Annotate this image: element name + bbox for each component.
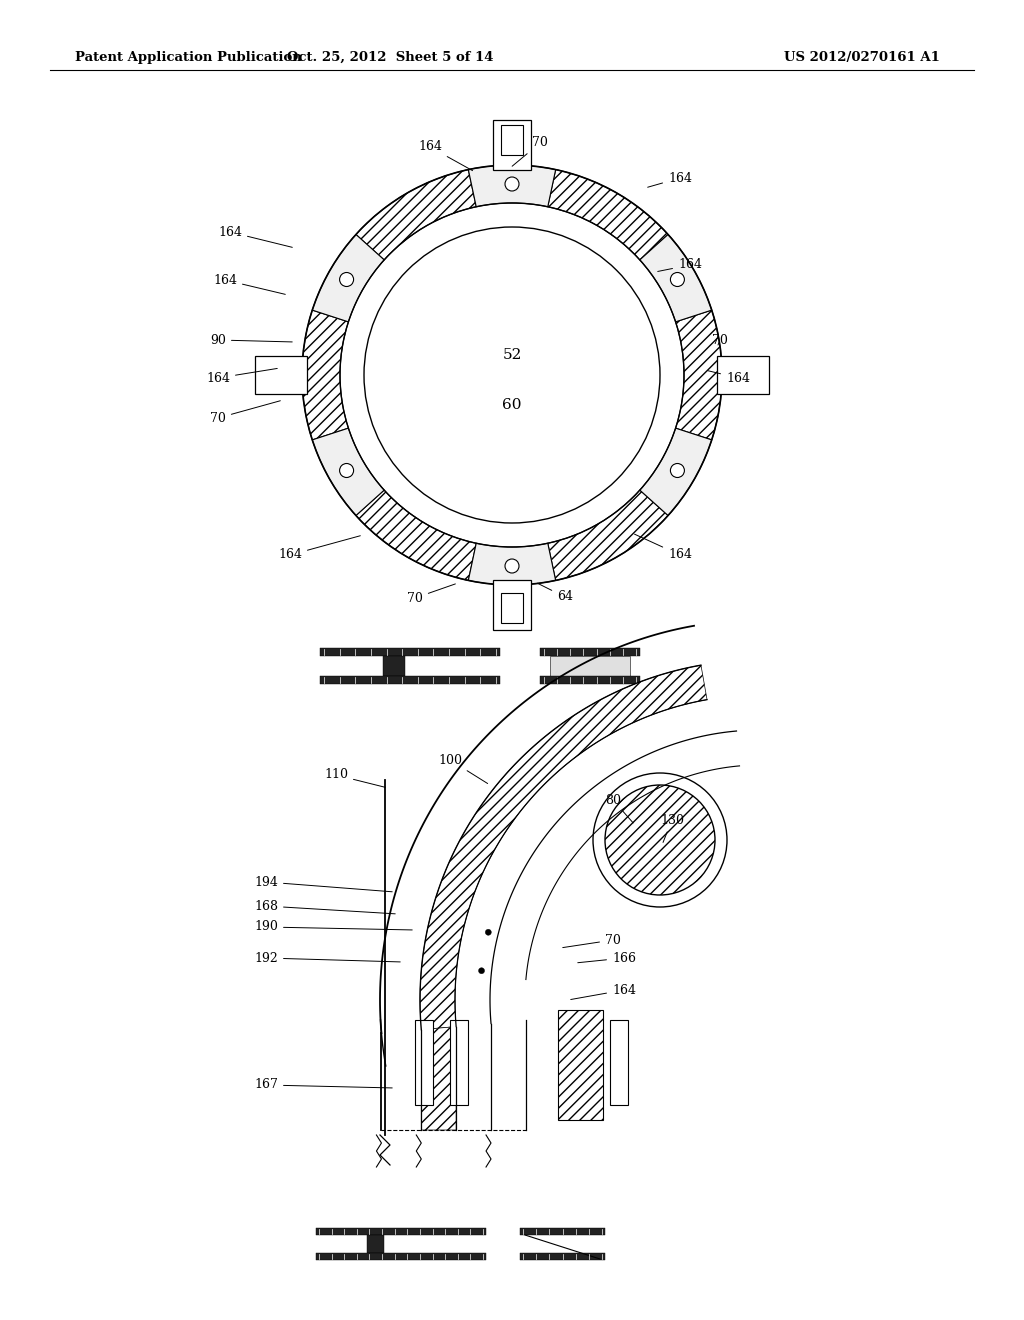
Circle shape — [505, 558, 519, 573]
Wedge shape — [468, 165, 556, 207]
Text: 164: 164 — [635, 535, 692, 561]
Circle shape — [671, 272, 684, 286]
Wedge shape — [468, 544, 556, 585]
Text: 90: 90 — [210, 334, 292, 346]
Bar — [450, 1020, 468, 1105]
Text: 100: 100 — [438, 754, 487, 784]
Bar — [501, 593, 523, 623]
Text: 110: 110 — [324, 768, 385, 787]
Text: 70: 70 — [712, 334, 728, 346]
Wedge shape — [640, 428, 712, 516]
Text: 52: 52 — [503, 348, 521, 362]
Wedge shape — [312, 428, 384, 516]
Bar — [501, 125, 523, 154]
Text: 164: 164 — [657, 259, 702, 272]
Wedge shape — [676, 310, 722, 440]
Text: 194: 194 — [254, 875, 392, 892]
Text: 164: 164 — [218, 226, 292, 247]
Bar — [540, 676, 640, 684]
Text: 60: 60 — [502, 399, 522, 412]
Circle shape — [505, 177, 519, 191]
Bar — [520, 1228, 605, 1236]
Text: 70: 70 — [210, 401, 281, 425]
Circle shape — [605, 785, 715, 895]
Text: 164: 164 — [570, 983, 636, 999]
Text: 164: 164 — [206, 368, 278, 384]
Bar — [316, 1253, 486, 1261]
Circle shape — [485, 929, 492, 936]
Bar — [319, 648, 500, 656]
Text: 164: 164 — [708, 371, 750, 384]
Text: 164: 164 — [213, 273, 286, 294]
Circle shape — [340, 463, 353, 478]
Text: US 2012/0270161 A1: US 2012/0270161 A1 — [784, 50, 940, 63]
Bar — [550, 656, 630, 676]
Text: 70: 70 — [563, 933, 621, 948]
Wedge shape — [302, 310, 348, 440]
Bar — [540, 648, 640, 656]
Wedge shape — [356, 169, 476, 260]
Wedge shape — [640, 235, 712, 322]
Bar — [367, 1236, 384, 1253]
Bar — [610, 1020, 628, 1105]
Text: 130: 130 — [660, 813, 684, 842]
Bar — [493, 120, 531, 170]
Circle shape — [364, 227, 660, 523]
Text: 166: 166 — [578, 952, 636, 965]
Bar — [575, 1020, 593, 1105]
Text: 64: 64 — [538, 583, 573, 603]
Text: 70: 70 — [408, 583, 456, 605]
Text: 70: 70 — [512, 136, 548, 166]
Bar — [316, 1228, 486, 1236]
Text: Patent Application Publication: Patent Application Publication — [75, 50, 302, 63]
Text: Oct. 25, 2012  Sheet 5 of 14: Oct. 25, 2012 Sheet 5 of 14 — [287, 50, 494, 63]
Wedge shape — [312, 235, 384, 322]
Bar — [520, 1253, 605, 1261]
Bar — [558, 1010, 603, 1119]
Bar — [493, 579, 531, 630]
Text: 168: 168 — [254, 899, 395, 913]
Circle shape — [671, 463, 684, 478]
Bar — [383, 656, 404, 676]
Polygon shape — [420, 665, 707, 1030]
Text: 167: 167 — [254, 1078, 392, 1092]
Bar — [319, 676, 500, 684]
Circle shape — [478, 968, 484, 974]
Bar — [717, 356, 769, 393]
Bar — [255, 356, 307, 393]
Bar — [415, 1020, 433, 1105]
Wedge shape — [548, 169, 668, 260]
Text: 190: 190 — [254, 920, 413, 933]
Text: 164: 164 — [418, 140, 472, 170]
Wedge shape — [356, 490, 476, 581]
Wedge shape — [548, 490, 668, 581]
Circle shape — [340, 272, 353, 286]
Text: 192: 192 — [254, 952, 400, 965]
Text: 164: 164 — [278, 536, 360, 561]
Text: 164: 164 — [647, 172, 692, 187]
Polygon shape — [421, 1027, 456, 1130]
Text: 80: 80 — [605, 793, 633, 822]
